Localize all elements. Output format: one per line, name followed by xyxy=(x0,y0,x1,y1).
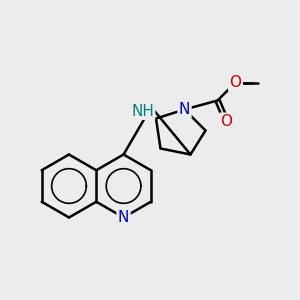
Text: NH: NH xyxy=(131,103,154,118)
Text: O: O xyxy=(230,75,242,90)
Text: N: N xyxy=(179,102,190,117)
Text: N: N xyxy=(118,210,129,225)
Text: O: O xyxy=(220,114,232,129)
